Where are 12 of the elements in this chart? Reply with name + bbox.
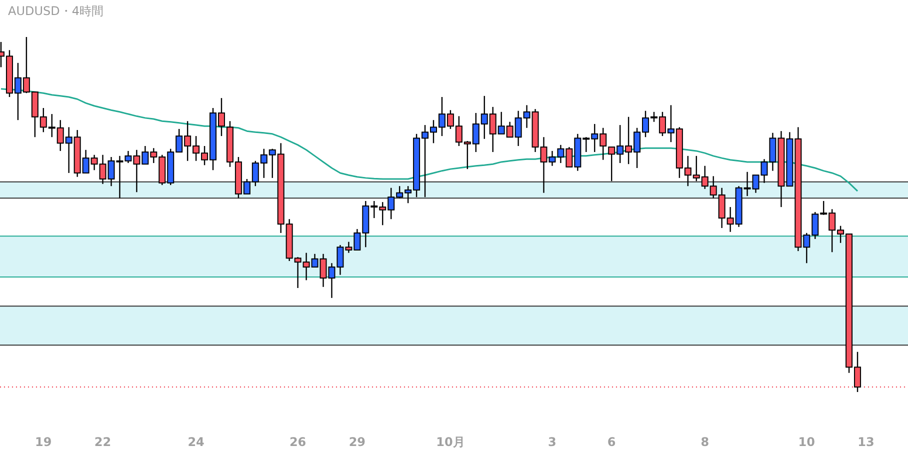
x-tick-label: 3 (548, 435, 556, 449)
x-tick-label: 19 (35, 435, 52, 449)
x-tick-label: 6 (607, 435, 616, 449)
x-tick-label: 10月 (436, 435, 465, 449)
x-tick-label: 13 (858, 435, 874, 449)
x-tick-label: 8 (700, 435, 710, 449)
x-tick-label: 10 (798, 435, 815, 449)
x-tick-label: 29 (348, 435, 366, 449)
x-tick-label: 24 (188, 435, 204, 449)
chart-title: AUDUSD・4時間 (8, 4, 104, 18)
x-tick-label: 22 (94, 435, 112, 449)
x-tick-label: 26 (289, 435, 306, 449)
